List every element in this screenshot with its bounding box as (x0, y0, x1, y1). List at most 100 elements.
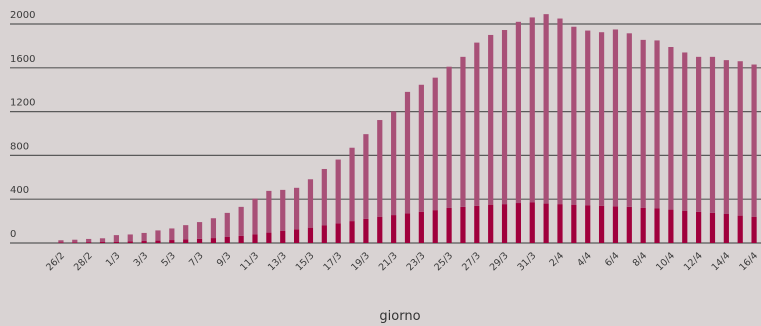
bar-segment-lower (446, 207, 452, 243)
bar-segment-lower (72, 242, 78, 243)
bar-segment-lower (626, 206, 632, 243)
bar-segment-upper (127, 234, 133, 242)
bar-segment-lower (737, 215, 743, 244)
bar-segment-lower (238, 235, 244, 243)
bar-segment-upper (183, 225, 189, 240)
bar-segment-lower (252, 234, 258, 243)
y-tick-label: 1600 (10, 54, 35, 65)
bar-segment-lower (99, 242, 106, 243)
bar-segment-lower (571, 204, 577, 243)
bar-segment-upper (266, 190, 272, 233)
bar-segment-lower (155, 240, 161, 243)
y-tick-label: 800 (10, 141, 29, 152)
bar-segment-lower (654, 208, 660, 243)
bar-segment-lower (294, 229, 300, 243)
bar-segment-upper (155, 230, 161, 241)
bar-segment-lower (418, 211, 424, 243)
y-tick-label: 0 (10, 229, 16, 240)
bar-segment-upper (432, 77, 438, 211)
bar-segment-upper (446, 66, 452, 208)
bar-segment-upper (682, 52, 688, 211)
bar-segment-upper (460, 56, 466, 207)
x-axis-label: giorno (379, 309, 420, 324)
bar-segment-upper (377, 120, 383, 217)
bar-segment-lower (307, 227, 314, 243)
bar-segment-upper (58, 240, 64, 243)
bar-segment-upper (404, 91, 411, 214)
bar-segment-lower (183, 239, 189, 243)
bar-segment-upper (196, 222, 203, 239)
bar-segment-upper (598, 32, 605, 206)
y-tick-label: 1200 (10, 98, 35, 109)
bar-segment-lower (709, 212, 716, 243)
bar-segment-upper (363, 134, 369, 219)
y-axis: 0 400 800 1200 1600 2000 (10, 10, 35, 240)
bar-segment-upper (72, 239, 78, 243)
bar-segment-lower (488, 204, 494, 243)
bar-segment-lower (432, 210, 438, 243)
bar-segment-lower (127, 241, 133, 243)
bars (58, 14, 757, 244)
bar-segment-lower (723, 213, 729, 243)
bar-segment-upper (169, 228, 175, 241)
bar-segment-lower (113, 241, 119, 243)
bar-segment-upper (280, 189, 286, 231)
bar-segment-upper (141, 232, 147, 242)
bar-segment-lower (474, 205, 480, 243)
bar-segment-lower (363, 218, 369, 243)
bar-segment-upper (335, 159, 341, 224)
bar-segment-upper (529, 17, 535, 203)
bar-segment-lower (515, 203, 521, 243)
bar-segment-lower (280, 230, 286, 243)
bar-segment-lower (460, 206, 466, 243)
bar-segment-upper (571, 26, 577, 205)
bar-segment-upper (99, 238, 106, 243)
bar-segment-upper (321, 168, 327, 226)
bar-segment-lower (529, 202, 535, 243)
bar-segment-upper (654, 40, 660, 209)
y-tick-label: 400 (10, 185, 29, 196)
bar-segment-upper (474, 42, 480, 206)
bar-segment-lower (543, 203, 549, 243)
bar-segment-upper (224, 212, 230, 237)
bar-segment-upper (640, 39, 646, 208)
bar-segment-lower (86, 242, 92, 243)
bar-segment-lower (696, 211, 702, 243)
bar-segment-upper (543, 14, 549, 204)
bar-segment-upper (210, 218, 217, 239)
bar-segment-lower (377, 216, 383, 243)
bar-segment-lower (349, 221, 355, 243)
bar-segment-upper (349, 147, 355, 222)
bar-segment-upper (113, 235, 119, 242)
bar-segment-lower (598, 205, 605, 243)
bar-segment-upper (751, 64, 757, 217)
bar-segment-upper (585, 30, 591, 206)
bar-segment-upper (238, 206, 244, 236)
bar-segment-upper (668, 47, 674, 210)
bar-segment-lower (224, 236, 230, 243)
bar-segment-lower (169, 240, 175, 243)
bar-segment-lower (58, 242, 64, 243)
bar-segment-upper (252, 198, 258, 235)
bar-segment-lower (335, 223, 341, 243)
bar-segment-upper (515, 21, 521, 204)
bar-segment-lower (266, 232, 272, 243)
bar-segment-upper (557, 18, 563, 205)
bar-segment-lower (557, 204, 563, 243)
bar-segment-lower (501, 204, 508, 243)
bar-segment-lower (668, 209, 674, 243)
bar-segment-lower (640, 207, 646, 243)
bar-segment-upper (418, 84, 424, 212)
y-tick-label: 2000 (10, 10, 35, 21)
bar-segment-upper (737, 61, 743, 216)
bar-segment-lower (751, 216, 757, 243)
bar-segment-lower (682, 210, 688, 243)
bar-segment-lower (612, 206, 619, 243)
bar-segment-lower (321, 225, 327, 243)
bar-segment-upper (86, 238, 92, 243)
bar-segment-upper (488, 34, 494, 205)
bar-segment-lower (404, 213, 411, 243)
bar-segment-upper (391, 111, 397, 216)
bar-segment-upper (723, 60, 729, 214)
